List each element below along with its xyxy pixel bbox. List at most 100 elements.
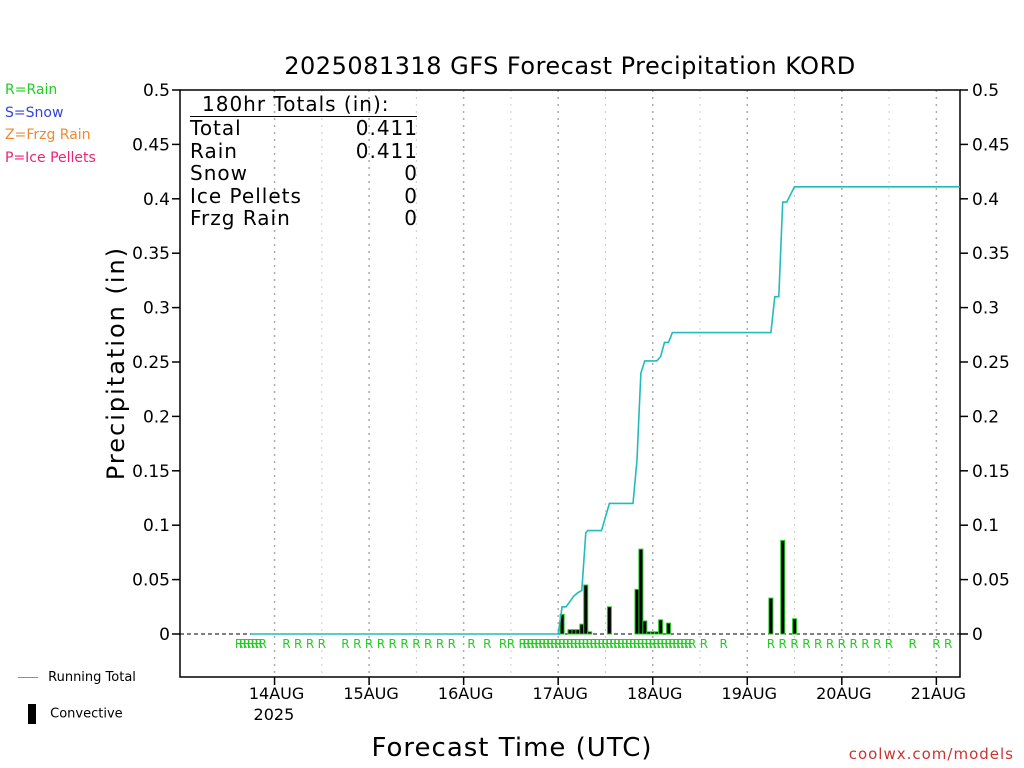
precip-type-marker: R — [700, 637, 708, 651]
x-tick-label: 17AUG — [532, 684, 587, 703]
running-total-line — [250, 186, 960, 635]
precip-type-marker: R — [617, 637, 625, 651]
precip-type-marker: R — [400, 637, 408, 651]
totals-row: Total 0.411 — [190, 117, 430, 140]
convective-bar — [579, 623, 585, 635]
precip-type-marker: R — [826, 637, 834, 651]
y-tick-label-left: 0.1 — [143, 516, 170, 536]
convective-bar — [654, 631, 660, 635]
precip-type-marker: R — [790, 637, 798, 651]
precip-type-marker: R — [932, 637, 940, 651]
y-tick-label-left: 0.15 — [132, 462, 170, 482]
precip-type-marker: R — [259, 637, 267, 651]
precip-type-marker: R — [684, 637, 692, 651]
precip-type-marker: R — [779, 637, 787, 651]
x-axis-title: Forecast Time (UTC) — [371, 733, 653, 763]
precip-type-marker: R — [546, 637, 554, 651]
totals-row-label: Frzg Rain — [190, 206, 291, 230]
convective-bar — [780, 539, 786, 635]
precip-type-marker: R — [570, 637, 578, 651]
convective-bar — [665, 622, 671, 635]
precip-type-marker: R — [542, 637, 550, 651]
precip-type-marker: R — [239, 637, 247, 651]
legend-convective-label: Convective — [50, 706, 123, 722]
totals-row-value: 0.411 — [355, 138, 418, 163]
precip-type-marker: R — [255, 637, 263, 651]
y-tick-label-left: 0.25 — [132, 353, 170, 373]
y-tick-label-right: 0.3 — [972, 299, 999, 319]
legend-running-total: Running Total — [18, 670, 136, 685]
precip-type-marker: R — [582, 637, 590, 651]
precip-type-marker: R — [318, 637, 326, 651]
convective-bar — [642, 620, 648, 635]
precip-type-marker: R — [448, 637, 456, 651]
precip-type-marker: R — [522, 637, 530, 651]
precip-type-marker: R — [243, 637, 251, 651]
precip-type-marker: R — [637, 637, 645, 651]
precip-type-marker: R — [282, 637, 290, 651]
precip-type-marker: R — [885, 637, 893, 651]
convective-bar — [658, 619, 664, 635]
precip-type-marker: R — [861, 637, 869, 651]
convective-bar — [606, 606, 612, 635]
precip-type-marker: R — [586, 637, 594, 651]
precip-type-marker: R — [668, 637, 676, 651]
y-tick-label-left: 0.5 — [143, 81, 170, 101]
precip-type-marker: R — [601, 637, 609, 651]
precip-type-marker: R — [625, 637, 633, 651]
totals-row: Rain 0.411 — [190, 138, 430, 163]
totals-row-label: Ice Pellets — [190, 183, 302, 208]
precip-type-legend-item: R=Rain — [5, 82, 58, 98]
precip-type-marker: R — [814, 637, 822, 651]
precip-type-marker: R — [676, 637, 684, 651]
y-tick-label-left: 0.3 — [143, 299, 170, 319]
precip-type-marker: R — [526, 637, 534, 651]
precip-type-marker: R — [629, 637, 637, 651]
chart-title: 2025081318 GFS Forecast Precipitation KO… — [284, 52, 856, 80]
convective-bar — [567, 629, 573, 635]
convective-bar — [583, 584, 589, 635]
totals-row-label: Total — [190, 116, 242, 140]
convective-swatch — [28, 704, 36, 724]
y-tick-label-right: 0.45 — [972, 135, 1010, 155]
precip-type-marker: R — [909, 637, 917, 651]
y-tick-label-right: 0.25 — [972, 353, 1010, 373]
totals-row: Ice Pellets 0 — [190, 183, 430, 208]
running-total-swatch — [18, 677, 38, 678]
precip-type-marker: R — [519, 637, 527, 651]
precip-type-marker: R — [341, 637, 349, 651]
totals-row-value: 0 — [404, 161, 418, 185]
precip-type-marker: R — [613, 637, 621, 651]
precip-type-marker: R — [652, 637, 660, 651]
precip-type-marker: R — [467, 637, 475, 651]
y-tick-label-right: 0.15 — [972, 462, 1010, 482]
precip-type-marker: R — [483, 637, 491, 651]
precip-type-marker: R — [680, 637, 688, 651]
x-tick-label: 18AUG — [627, 684, 682, 703]
precip-type-marker: R — [353, 637, 361, 651]
precip-type-marker: R — [558, 637, 566, 651]
totals-row-value: 0 — [404, 183, 418, 208]
totals-row-value: 0.411 — [355, 116, 418, 140]
precip-type-marker: R — [664, 637, 672, 651]
y-tick-label-right: 0.05 — [972, 571, 1010, 591]
precip-type-legend-item: P=Ice Pellets — [5, 149, 96, 166]
totals-header: 180hr Totals (in): — [190, 92, 417, 117]
precip-type-marker: R — [389, 637, 397, 651]
convective-bar — [638, 548, 644, 635]
y-tick-label-right: 0 — [972, 625, 983, 645]
y-tick-label-right: 0.4 — [972, 190, 999, 210]
precip-type-marker: R — [499, 637, 507, 651]
precip-type-marker: R — [578, 637, 586, 651]
x-tick-sublabel: 2025 — [254, 705, 295, 724]
y-tick-label-left: 0.05 — [132, 571, 170, 591]
precip-type-legend-item: Z=Frzg Rain — [5, 127, 91, 143]
precip-type-marker: R — [719, 637, 727, 651]
precip-type-marker: R — [621, 637, 629, 651]
x-tick-label: 19AUG — [722, 684, 777, 703]
precip-type-marker: R — [294, 637, 302, 651]
y-tick-label-right: 0.35 — [972, 244, 1010, 264]
x-tick-label: 16AUG — [438, 684, 493, 703]
precip-type-marker: R — [649, 637, 657, 651]
precip-type-marker: R — [550, 637, 558, 651]
